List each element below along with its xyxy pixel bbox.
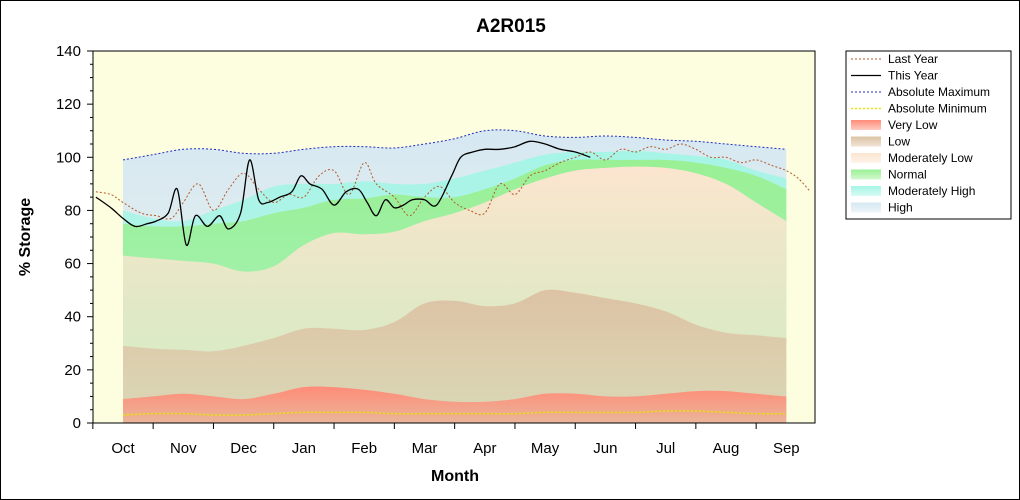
legend-swatch-very-low (851, 120, 881, 130)
percentile-bands (123, 129, 787, 424)
line-absolute-maximum (122, 129, 787, 161)
x-tick-label: Jan (292, 440, 316, 457)
legend-item: Moderately High (851, 184, 975, 198)
legend-swatch-normal (851, 169, 881, 180)
x-tick-label: Jun (593, 440, 617, 457)
y-tick-label: 60 (64, 256, 81, 273)
legend-label: Absolute Minimum (888, 102, 987, 116)
x-tick-label: May (531, 440, 560, 457)
y-tick-label: 80 (64, 202, 81, 219)
legend-swatch-low (851, 136, 881, 147)
legend-item: Absolute Maximum (851, 85, 990, 99)
line-this-year (95, 140, 591, 246)
legend-label: Low (888, 135, 910, 149)
y-tick-label: 140 (56, 43, 81, 60)
legend-label: Moderately Low (888, 151, 973, 165)
line-last-year (95, 143, 811, 220)
legend-label: This Year (888, 69, 938, 83)
x-tick-label: Oct (111, 440, 135, 457)
band-low (123, 289, 787, 423)
legend-item: Absolute Minimum (851, 102, 987, 116)
legend: Last Year This Year Absolute Maximum Absolu… (845, 50, 1012, 220)
x-axis-label: Month (431, 468, 479, 485)
legend-swatch-moderately-high (851, 186, 881, 196)
y-tick-label: 40 (64, 309, 81, 326)
x-tick-label: Dec (230, 440, 257, 457)
legend-label: Normal (888, 168, 927, 182)
legend-item: Low (851, 135, 910, 149)
y-tick-label: 0 (73, 415, 81, 432)
legend-item: High (851, 201, 913, 215)
legend-swatch-moderately-low (851, 153, 881, 163)
x-tick-label: Apr (473, 440, 496, 457)
axes: 0 20 40 60 80 100 120 140 Oct Nov Dec Jan Feb Mar Apr M… (56, 43, 800, 457)
data-lines (95, 129, 811, 417)
legend-label: High (888, 201, 913, 215)
x-tick-label: Sep (773, 440, 800, 457)
legend-label: Last Year (888, 52, 938, 66)
legend-item: Moderately Low (851, 151, 973, 165)
y-tick-label: 100 (56, 149, 81, 166)
chart-title: A2R015 (476, 16, 546, 37)
y-tick-label: 20 (64, 362, 81, 379)
legend-label: Very Low (888, 118, 938, 132)
legend-item: Last Year (851, 52, 938, 66)
legend-item: Very Low (851, 118, 938, 132)
legend-item: Normal (851, 168, 927, 182)
legend-label: Absolute Maximum (888, 85, 990, 99)
legend-item: This Year (851, 69, 938, 83)
x-tick-label: Mar (412, 440, 438, 457)
x-tick-label: Nov (170, 440, 197, 457)
legend-swatch-high (851, 202, 881, 213)
x-tick-label: Aug (713, 440, 740, 457)
x-tick-label: Feb (351, 440, 377, 457)
legend-label: Moderately High (888, 184, 975, 198)
band-very-low (123, 386, 787, 423)
y-axis-label: % Storage (17, 198, 34, 276)
y-tick-label: 120 (56, 96, 81, 113)
x-tick-label: Jul (656, 440, 675, 457)
